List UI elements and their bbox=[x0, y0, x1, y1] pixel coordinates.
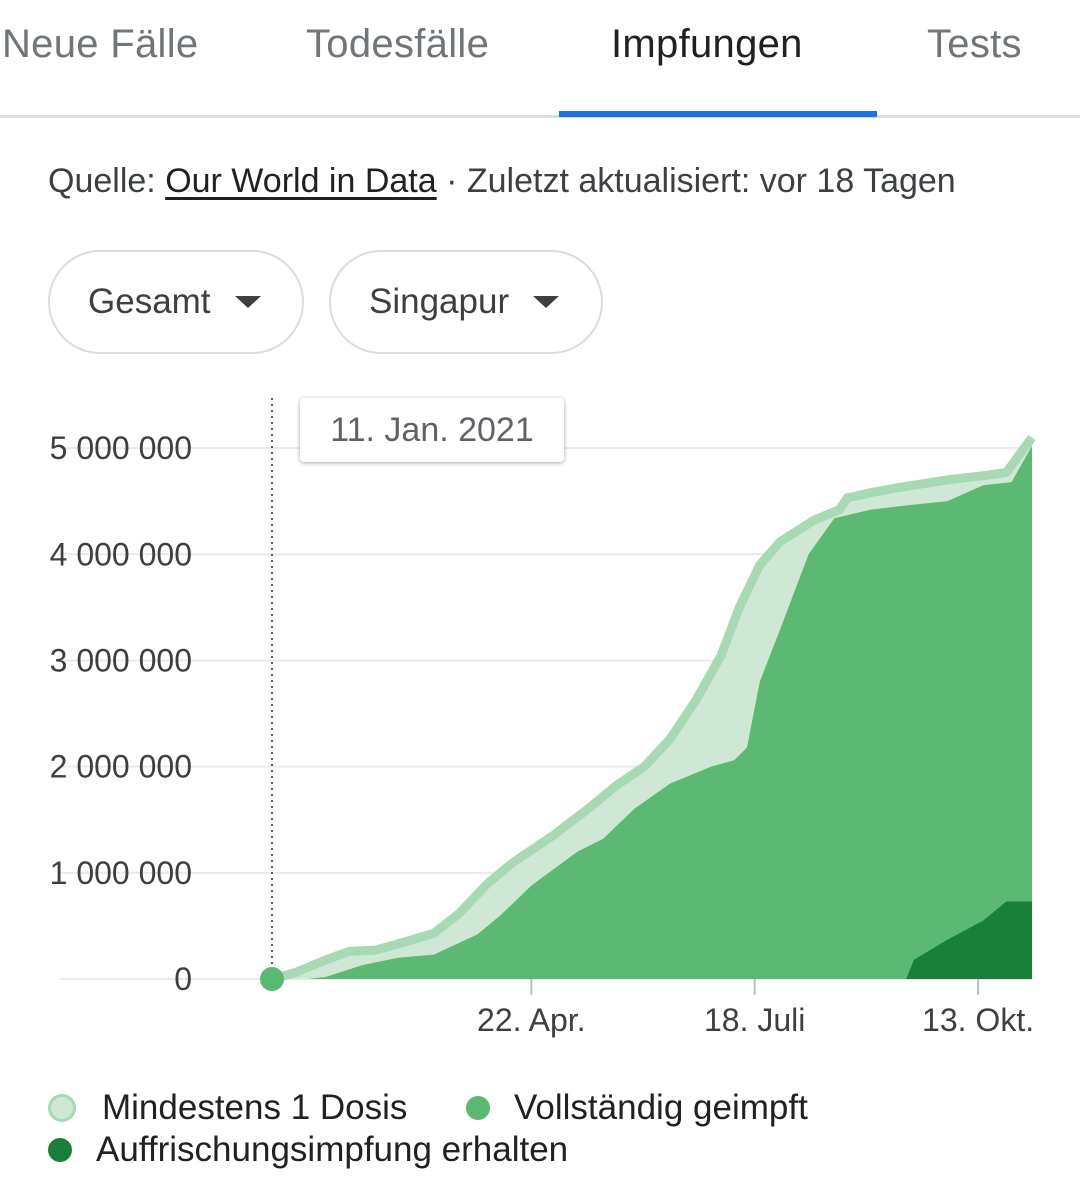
y-tick-label: 5 000 000 bbox=[50, 430, 192, 466]
x-tick-label: 22. Apr. bbox=[477, 1002, 586, 1038]
chart-cursor bbox=[260, 398, 284, 991]
legend-swatch-fully-vaccinated bbox=[466, 1096, 490, 1120]
y-tick-label: 3 000 000 bbox=[50, 642, 192, 678]
cursor-point bbox=[260, 967, 284, 991]
y-tick-label: 2 000 000 bbox=[50, 749, 192, 785]
tooltip-date: 11. Jan. 2021 bbox=[330, 410, 534, 449]
source-prefix: Quelle: bbox=[48, 162, 166, 200]
chart-x-axis: 22. Apr. 18. Juli 13. Okt. bbox=[477, 979, 1034, 1038]
area-booster bbox=[906, 901, 1032, 979]
metric-dropdown-label: Gesamt bbox=[88, 282, 211, 321]
legend-swatch-booster bbox=[48, 1138, 72, 1162]
region-dropdown[interactable]: Singapur bbox=[329, 250, 603, 354]
last-updated: · Zuletzt aktualisiert: vor 18 Tagen bbox=[436, 162, 956, 200]
legend-swatch-first-dose bbox=[48, 1094, 76, 1122]
chart-y-axis: 0 1 000 000 2 000 000 3 000 000 4 000 000 5 0… bbox=[50, 430, 192, 997]
tab-bar: Neue Fälle Todesfälle Impfungen Tests bbox=[0, 0, 1080, 118]
legend-label-booster: Auffrischungsimpfung erhalten bbox=[96, 1130, 569, 1169]
region-dropdown-label: Singapur bbox=[369, 282, 510, 321]
y-tick-label: 4 000 000 bbox=[50, 536, 192, 572]
vaccination-chart[interactable]: 0 1 000 000 2 000 000 3 000 000 4 000 000 5 0… bbox=[0, 380, 1080, 1060]
tab-tests[interactable]: Tests bbox=[927, 22, 1022, 66]
y-tick-label: 0 bbox=[174, 961, 192, 997]
chart-areas bbox=[270, 434, 1036, 984]
line-first-dose bbox=[270, 434, 1036, 984]
legend-label-first-dose: Mindestens 1 Dosis bbox=[102, 1088, 408, 1127]
legend-fully-vaccinated: Vollständig geimpft bbox=[466, 1088, 808, 1128]
date-tooltip: 11. Jan. 2021 bbox=[300, 398, 564, 462]
active-tab-indicator bbox=[559, 111, 877, 117]
area-fully-vaccinated bbox=[272, 446, 1032, 979]
tab-vaccinations[interactable]: Impfungen bbox=[611, 22, 803, 66]
legend-booster: Auffrischungsimpfung erhalten bbox=[48, 1130, 568, 1170]
tab-new-cases[interactable]: Neue Fälle bbox=[2, 22, 199, 66]
tab-deaths[interactable]: Todesfälle bbox=[306, 22, 490, 66]
caret-down-icon bbox=[234, 296, 261, 308]
metric-dropdown[interactable]: Gesamt bbox=[48, 250, 304, 354]
source-line: Quelle: Our World in Data · Zuletzt aktu… bbox=[48, 162, 956, 201]
legend-first-dose: Mindestens 1 Dosis bbox=[48, 1088, 407, 1128]
y-tick-label: 1 000 000 bbox=[50, 855, 192, 891]
x-tick-label: 13. Okt. bbox=[922, 1002, 1034, 1038]
caret-down-icon bbox=[533, 296, 560, 308]
x-tick-label: 18. Juli bbox=[704, 1002, 805, 1038]
source-link[interactable]: Our World in Data bbox=[165, 162, 437, 200]
legend-label-fully-vaccinated: Vollständig geimpft bbox=[514, 1088, 808, 1127]
